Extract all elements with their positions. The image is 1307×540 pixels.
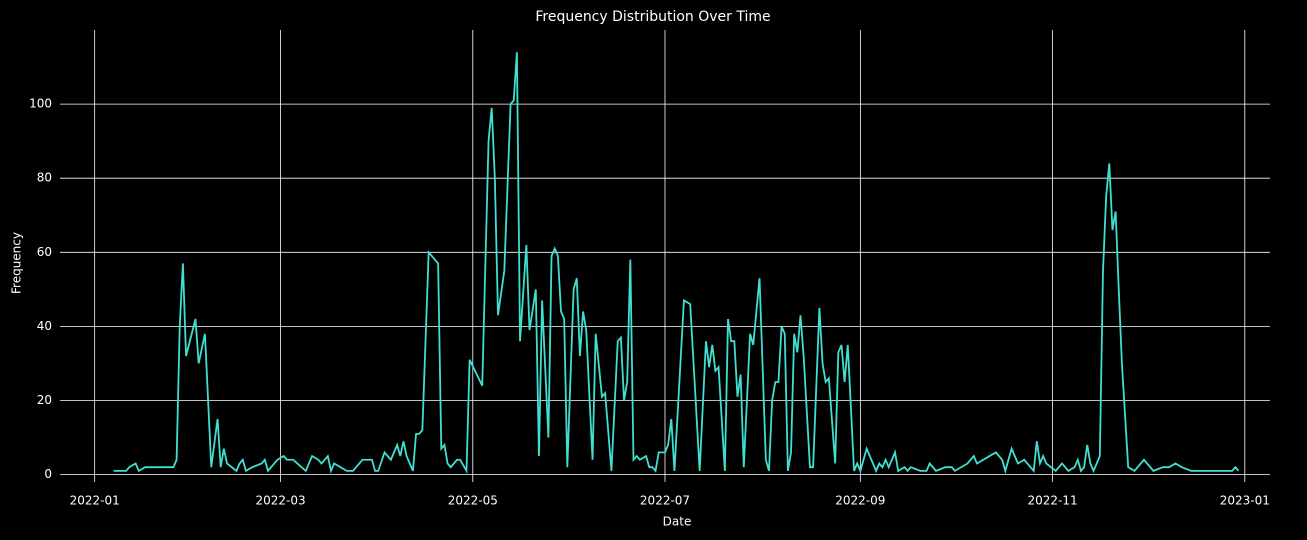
y-tick-label: 100 bbox=[29, 97, 52, 111]
y-axis-label: Frequency bbox=[10, 232, 24, 294]
y-tick-label: 80 bbox=[37, 171, 52, 185]
data-line bbox=[113, 52, 1240, 475]
x-tick-label: 2023-01 bbox=[1220, 494, 1270, 508]
y-tick-label: 20 bbox=[37, 393, 52, 407]
x-tick-label: 2022-07 bbox=[640, 494, 690, 508]
chart-title: Frequency Distribution Over Time bbox=[535, 9, 770, 25]
y-tick-label: 0 bbox=[44, 467, 52, 481]
x-tick-label: 2022-03 bbox=[256, 494, 306, 508]
x-tick-label: 2022-01 bbox=[70, 494, 120, 508]
x-tick-label: 2022-05 bbox=[448, 494, 498, 508]
x-axis-label: Date bbox=[663, 515, 692, 529]
x-tick-label: 2022-09 bbox=[835, 494, 885, 508]
y-tick-label: 60 bbox=[37, 245, 52, 259]
y-tick-label: 40 bbox=[37, 319, 52, 333]
x-tick-label: 2022-11 bbox=[1028, 494, 1078, 508]
